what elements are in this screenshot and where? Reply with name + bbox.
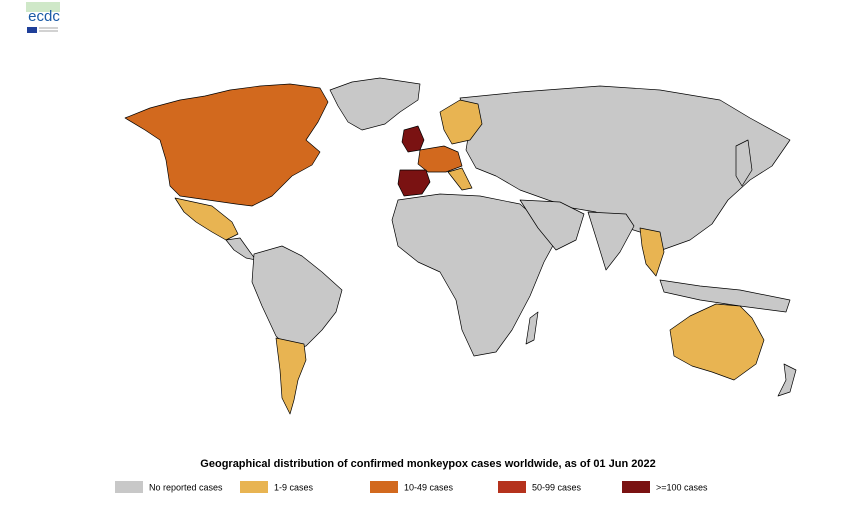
southeast-asia: [639, 227, 665, 277]
north-america: [124, 83, 329, 207]
legend-label: 50-99 cases: [532, 482, 582, 492]
australia: [669, 303, 765, 381]
logo: ecdc: [26, 2, 60, 33]
africa: [391, 193, 557, 357]
world-map: [124, 77, 797, 415]
central-america: [225, 237, 257, 261]
united-kingdom: [401, 125, 425, 153]
italy: [447, 167, 473, 191]
legend-label: No reported cases: [149, 482, 223, 492]
argentina: [275, 337, 307, 415]
legend-label: 1-9 cases: [274, 482, 314, 492]
legend-swatch: [240, 481, 268, 493]
legend-swatch: [370, 481, 398, 493]
indonesia: [659, 279, 791, 313]
mexico: [174, 197, 239, 241]
legend-label: >=100 cases: [656, 482, 708, 492]
legend-swatch: [622, 481, 650, 493]
new-zealand: [777, 363, 797, 397]
middle-east: [519, 199, 585, 251]
legend-swatch: [115, 481, 143, 493]
legend-swatch: [498, 481, 526, 493]
south-america: [251, 245, 343, 351]
eu-flag: [27, 27, 37, 33]
india: [587, 211, 635, 271]
legend: No reported cases 1-9 cases 10-49 cases 50-…: [115, 481, 708, 493]
madagascar: [525, 311, 539, 345]
legend-label: 10-49 cases: [404, 482, 454, 492]
map-caption: Geographical distribution of confirmed m…: [200, 458, 655, 470]
greenland: [329, 77, 421, 131]
scandinavia: [439, 99, 483, 145]
logo-text: ecdc: [28, 8, 60, 25]
japan: [735, 139, 753, 187]
eurasia: [459, 85, 791, 251]
iberia: [397, 169, 431, 197]
central-europe: [417, 145, 463, 173]
logo-banner: [26, 2, 60, 12]
